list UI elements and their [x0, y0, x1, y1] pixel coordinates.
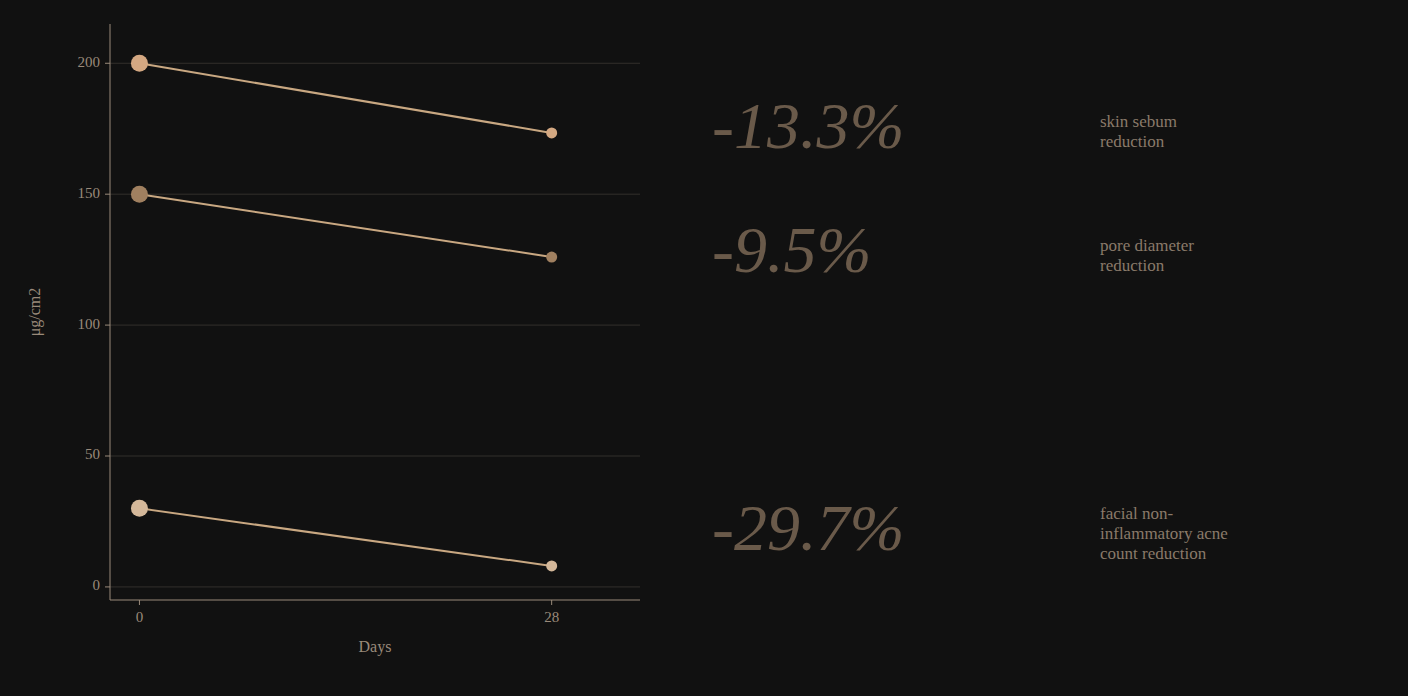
annotation-detail-line: reduction: [1100, 256, 1165, 275]
grid-line: [110, 456, 640, 457]
grid-line: [110, 325, 640, 326]
point-marker: [546, 127, 557, 138]
annotation-detail-line: reduction: [1100, 132, 1165, 151]
x-tick-label: 28: [544, 609, 559, 625]
background: [0, 0, 1408, 696]
x-tick-label: 0: [136, 609, 144, 625]
y-axis-line: [110, 24, 111, 600]
annotation-value: -29.7%: [712, 491, 904, 564]
grid-line: [110, 586, 640, 587]
annotation-detail: pore diameterreduction: [1100, 236, 1194, 275]
annotation-detail-line: facial non-: [1100, 503, 1173, 522]
y-tick-label: 100: [78, 316, 101, 332]
annotation-value: -9.5%: [712, 213, 871, 286]
grid-line: [110, 194, 640, 195]
y-axis-label: μg/cm2: [26, 288, 44, 337]
y-tick: [105, 325, 110, 326]
point-marker: [546, 252, 557, 263]
y-tick-label: 50: [85, 446, 100, 462]
grid-line: [110, 63, 640, 64]
annotation-detail-line: count reduction: [1100, 543, 1207, 562]
x-tick: [139, 600, 140, 605]
point-marker: [546, 560, 557, 571]
point-marker: [131, 55, 148, 72]
annotation-detail: skin sebumreduction: [1100, 112, 1177, 151]
x-axis-line: [110, 600, 640, 601]
series-line: [139, 63, 551, 133]
y-tick-label: 0: [93, 577, 101, 593]
annotation-value: -13.3%: [712, 89, 904, 162]
annotation-detail-line: pore diameter: [1100, 236, 1194, 255]
y-tick: [105, 586, 110, 587]
chart-svg: 0 50 100 150 200 0 28 Days μg/cm2 -13.3% skin sebu…: [0, 0, 1408, 696]
point-marker: [131, 500, 148, 517]
point-marker: [131, 186, 148, 203]
y-tick: [105, 63, 110, 64]
y-tick: [105, 194, 110, 195]
annotation-detail-line: skin sebum: [1100, 112, 1177, 131]
chart-container: 0 50 100 150 200 0 28 Days μg/cm2 -13.3% skin sebu…: [0, 0, 1408, 696]
x-tick: [551, 600, 552, 605]
x-axis-label: Days: [359, 638, 392, 656]
annotation-detail-line: inflammatory acne: [1100, 523, 1228, 542]
y-tick-label: 200: [78, 54, 101, 70]
y-tick-label: 150: [78, 185, 101, 201]
plot-marks: [131, 55, 557, 572]
y-tick: [105, 456, 110, 457]
series-line: [139, 508, 551, 566]
annotation-detail: facial non-inflammatory acnecount reduct…: [1100, 503, 1228, 562]
series-line: [139, 194, 551, 257]
